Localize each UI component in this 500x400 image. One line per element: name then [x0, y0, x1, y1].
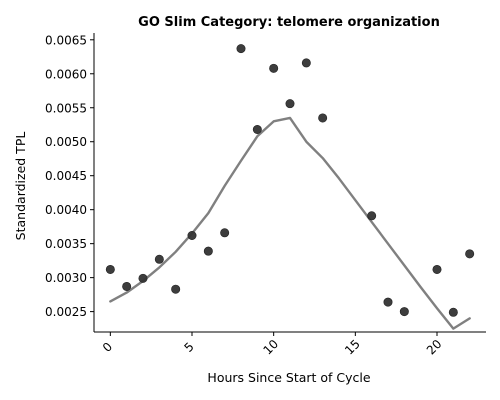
- data-point: [187, 231, 197, 241]
- data-point: [154, 254, 164, 264]
- y-tick-label: 0.0055: [45, 101, 87, 115]
- data-point: [252, 124, 262, 134]
- plot-area: 0.0025 0.0030 0.0035 0.0040 0.0045 0.0050 0.00…: [45, 33, 486, 358]
- y-axis-label-group: Standardized TPL: [13, 132, 28, 241]
- data-point: [171, 284, 181, 294]
- data-point: [105, 264, 115, 274]
- chart-title: GO Slim Category: telomere organization: [138, 15, 440, 30]
- data-point: [432, 264, 442, 274]
- y-tick-label: 0.0035: [45, 237, 87, 251]
- y-tick-label: 0.0045: [45, 169, 87, 183]
- y-tick-label: 0.0060: [45, 67, 87, 81]
- data-point: [367, 211, 377, 221]
- x-axis-label: Hours Since Start of Cycle: [207, 370, 370, 385]
- x-tick-label: 10: [260, 337, 281, 358]
- data-point: [138, 273, 148, 283]
- data-point: [236, 44, 246, 54]
- x-tick-label: 5: [182, 340, 197, 355]
- data-point: [285, 99, 295, 109]
- data-point: [203, 246, 213, 256]
- y-tick-label: 0.0030: [45, 271, 87, 285]
- y-tick-label: 0.0050: [45, 135, 87, 149]
- y-tick-label: 0.0025: [45, 305, 87, 319]
- data-point: [448, 307, 458, 317]
- data-point: [465, 249, 475, 259]
- x-tick-label: 20: [424, 337, 445, 358]
- data-point: [122, 281, 132, 291]
- trend-line: [109, 116, 471, 330]
- y-axis-label: Standardized TPL: [13, 132, 28, 241]
- y-tick-label: 0.0040: [45, 203, 87, 217]
- data-point: [318, 113, 328, 123]
- x-tick-label: 0: [100, 340, 115, 355]
- data-point: [220, 228, 230, 238]
- data-point: [301, 58, 311, 68]
- data-point: [399, 307, 409, 317]
- data-point: [269, 63, 279, 73]
- x-tick-label: 15: [342, 337, 363, 358]
- y-tick-label: 0.0065: [45, 33, 87, 47]
- data-point: [383, 297, 393, 307]
